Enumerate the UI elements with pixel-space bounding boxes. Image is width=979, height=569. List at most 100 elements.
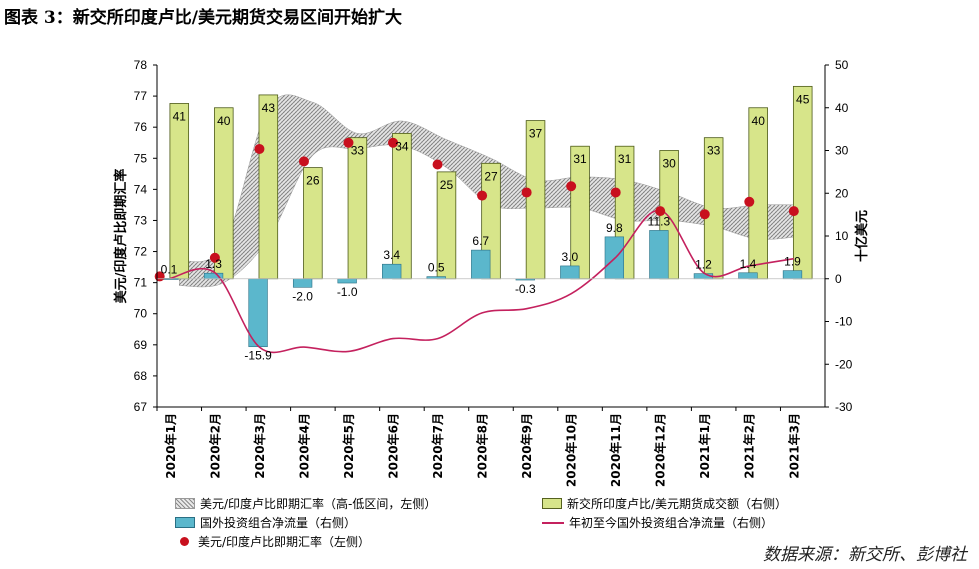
volume-data-label: 25 bbox=[440, 178, 454, 192]
x-tick-label: 2021年2月 bbox=[742, 413, 757, 479]
x-tick-label: 2020年12月 bbox=[653, 413, 668, 487]
left-tick-label: 74 bbox=[134, 182, 148, 196]
rate-dot bbox=[699, 209, 710, 220]
flow-data-label: -1.0 bbox=[337, 285, 358, 299]
legend-rate-swatch bbox=[180, 537, 189, 546]
right-tick-label: 20 bbox=[835, 186, 849, 200]
rate-dot bbox=[610, 187, 621, 198]
rate-dot bbox=[655, 206, 666, 217]
volume-data-label: 33 bbox=[351, 144, 365, 158]
figure-title: 图表 3：新交所印度卢比/美元期货交易区间开始扩大 bbox=[4, 8, 402, 28]
rate-dot bbox=[388, 137, 399, 148]
flow-bar bbox=[738, 272, 758, 280]
volume-bar bbox=[169, 103, 190, 280]
volume-data-label: 34 bbox=[395, 139, 409, 153]
right-tick-label: 50 bbox=[835, 58, 849, 72]
volume-bar bbox=[258, 94, 279, 280]
x-tick-label: 2020年11月 bbox=[608, 413, 623, 487]
flow-data-label: 1.3 bbox=[205, 257, 222, 271]
right-axis-title: 十亿美元 bbox=[854, 210, 870, 262]
flow-bar bbox=[382, 263, 402, 280]
rate-dot bbox=[788, 206, 799, 217]
legend-volume-swatch bbox=[542, 498, 562, 509]
volume-data-label: 33 bbox=[707, 144, 721, 158]
right-tick-label: -10 bbox=[835, 315, 853, 329]
left-tick-label: 71 bbox=[134, 276, 148, 290]
x-tick-label: 2020年3月 bbox=[252, 413, 267, 479]
left-tick-label: 68 bbox=[134, 369, 148, 383]
rate-dot bbox=[477, 190, 488, 201]
volume-data-label: 31 bbox=[618, 152, 632, 166]
volume-data-label: 40 bbox=[752, 114, 766, 128]
flow-data-label: 6.7 bbox=[472, 234, 489, 248]
flow-data-label: 11.3 bbox=[648, 214, 671, 228]
right-tick-label: 0 bbox=[835, 272, 842, 286]
right-tick-label: 30 bbox=[835, 144, 849, 158]
volume-data-label: 26 bbox=[306, 174, 320, 188]
flow-bar bbox=[560, 265, 580, 280]
flow-bar bbox=[649, 230, 669, 280]
legend-cumulative-swatch bbox=[542, 521, 564, 524]
volume-bar bbox=[525, 120, 546, 280]
flow-data-label: 3.0 bbox=[561, 250, 578, 264]
left-tick-label: 70 bbox=[134, 307, 148, 321]
legend-flow: 国外投资组合净流量（右侧） bbox=[175, 514, 356, 531]
legend-cumulative: 年初至今国外投资组合净流量（右侧） bbox=[542, 514, 773, 531]
x-tick-label: 2020年10月 bbox=[564, 413, 579, 487]
rate-dot bbox=[744, 196, 755, 207]
x-tick-label: 2020年2月 bbox=[207, 413, 222, 479]
volume-bar bbox=[792, 85, 813, 280]
x-tick-label: 2020年1月 bbox=[163, 413, 178, 479]
flow-data-label: -2.0 bbox=[292, 289, 313, 303]
legend-rate: 美元/印度卢比即期汇率（左侧） bbox=[175, 533, 370, 550]
x-tick-label: 2020年5月 bbox=[341, 413, 356, 479]
legend-band: 美元/印度卢比即期汇率（高-低区间，左侧） bbox=[175, 495, 436, 512]
flow-data-label: -0.3 bbox=[515, 282, 536, 296]
flow-data-label: 1.4 bbox=[740, 257, 757, 271]
legend-volume: 新交所印度卢比/美元期货成交额（右侧） bbox=[542, 495, 787, 512]
right-tick-label: -20 bbox=[835, 357, 853, 371]
volume-data-label: 41 bbox=[173, 109, 187, 123]
volume-data-label: 40 bbox=[217, 114, 231, 128]
left-tick-label: 73 bbox=[134, 213, 148, 227]
rate-dot bbox=[343, 137, 354, 148]
volume-bar bbox=[347, 137, 368, 280]
flow-bar bbox=[471, 249, 491, 280]
rate-dot bbox=[566, 181, 577, 192]
legend-band-label: 美元/印度卢比即期汇率（高-低区间，左侧） bbox=[200, 497, 437, 511]
legend-flow-label: 国外投资组合净流量（右侧） bbox=[200, 516, 357, 530]
volume-bar bbox=[214, 107, 234, 280]
legend-cumulative-label: 年初至今国外投资组合净流量（右侧） bbox=[569, 516, 774, 530]
flow-data-label: 1.9 bbox=[784, 255, 801, 269]
legend-band-swatch bbox=[175, 498, 195, 509]
x-tick-label: 2020年6月 bbox=[386, 413, 401, 479]
rate-dot bbox=[521, 187, 532, 198]
flow-data-label: 9.8 bbox=[606, 221, 623, 235]
legend-volume-label: 新交所印度卢比/美元期货成交额（右侧） bbox=[567, 497, 788, 511]
x-tick-label: 2020年4月 bbox=[296, 413, 311, 479]
left-tick-label: 77 bbox=[134, 89, 148, 103]
x-tick-label: 2020年7月 bbox=[430, 413, 445, 479]
left-tick-label: 75 bbox=[134, 151, 148, 165]
flow-data-label: 0.5 bbox=[428, 261, 445, 275]
left-tick-label: 69 bbox=[134, 338, 148, 352]
legend-flow-swatch bbox=[175, 517, 195, 528]
cumulative-flow-line bbox=[170, 209, 794, 354]
x-tick-label: 2021年3月 bbox=[786, 413, 801, 479]
x-tick-label: 2020年9月 bbox=[519, 413, 534, 479]
left-tick-label: 72 bbox=[134, 245, 148, 259]
flow-bar bbox=[337, 278, 357, 284]
rate-dot bbox=[209, 252, 220, 263]
rate-dot bbox=[254, 143, 265, 154]
volume-data-label: 30 bbox=[662, 157, 676, 171]
left-tick-label: 67 bbox=[134, 400, 148, 414]
flow-data-label: 0.1 bbox=[161, 262, 178, 276]
volume-bar bbox=[748, 107, 768, 280]
legend-rate-label: 美元/印度卢比即期汇率（左侧） bbox=[198, 535, 371, 549]
volume-data-label: 43 bbox=[262, 101, 276, 115]
rate-dot bbox=[298, 156, 309, 167]
flow-data-label: 3.4 bbox=[383, 248, 400, 262]
flow-data-label: 1.2 bbox=[695, 258, 712, 272]
x-tick-label: 2021年1月 bbox=[697, 413, 712, 479]
